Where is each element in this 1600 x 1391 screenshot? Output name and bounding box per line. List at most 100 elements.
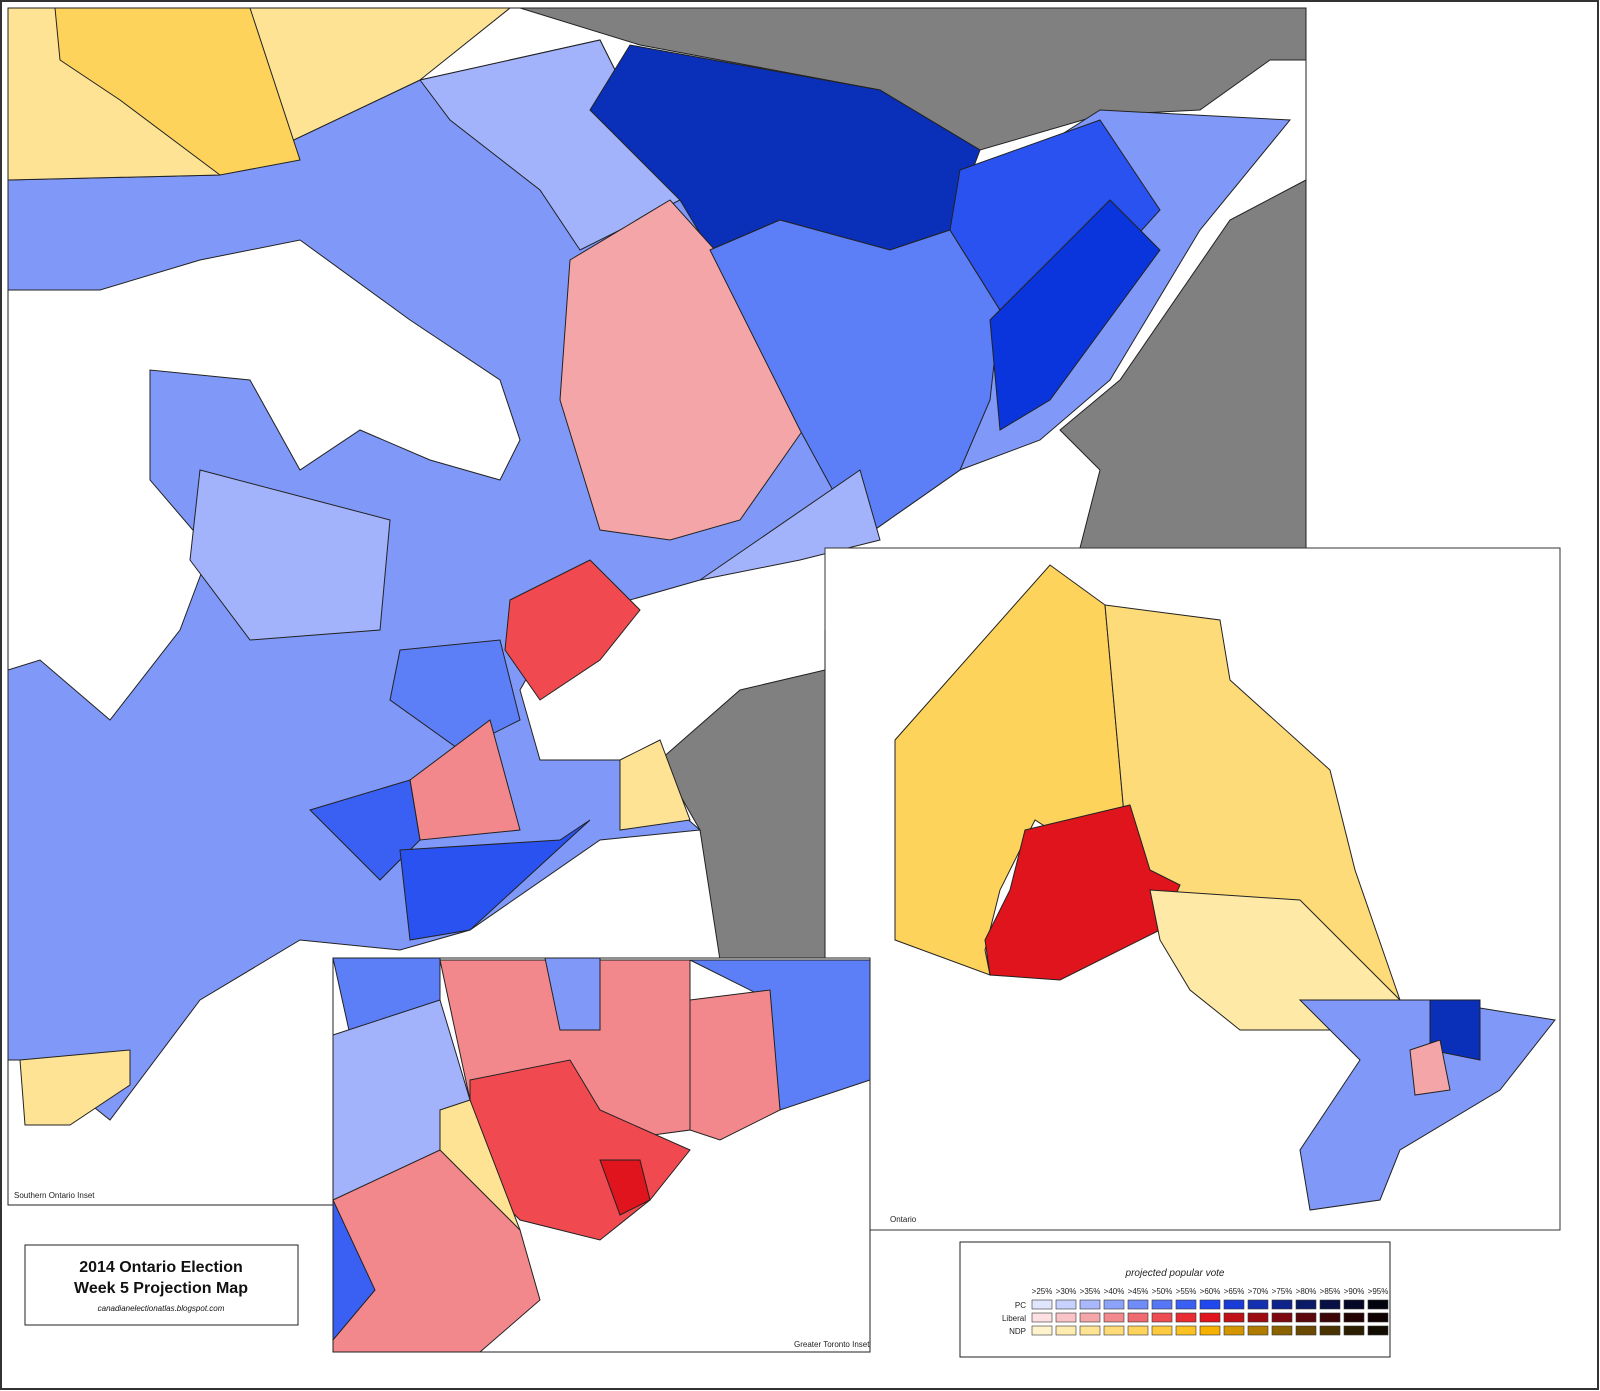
district xyxy=(619,739,691,831)
district xyxy=(984,804,1181,981)
title-frame xyxy=(24,1244,299,1326)
legend-swatch xyxy=(1271,1325,1293,1336)
district xyxy=(332,1149,541,1353)
legend-threshold: >75% xyxy=(1272,1287,1293,1296)
district xyxy=(19,1049,131,1126)
district xyxy=(189,469,391,641)
district xyxy=(699,469,881,581)
ontario-inset: Ontario xyxy=(824,547,1561,1231)
legend-swatch xyxy=(1319,1312,1341,1323)
inset-border xyxy=(824,547,1561,1231)
legend-frame xyxy=(959,1241,1391,1358)
legend-threshold: >85% xyxy=(1320,1287,1341,1296)
legend-swatch xyxy=(1199,1325,1221,1336)
subtitle: Week 5 Projection Map xyxy=(74,1280,248,1297)
district xyxy=(1149,889,1401,1031)
district xyxy=(894,564,1131,976)
legend-swatch xyxy=(1031,1325,1053,1336)
legend-swatch xyxy=(1223,1325,1245,1336)
legend-threshold: >45% xyxy=(1128,1287,1149,1296)
legend-party: PC xyxy=(1015,1301,1026,1310)
legend-swatch xyxy=(1151,1312,1173,1323)
legend-swatch xyxy=(1127,1325,1149,1336)
inset-label: Greater Toronto Inset xyxy=(794,1340,870,1349)
district xyxy=(54,7,301,176)
legend-party: Liberal xyxy=(1002,1314,1026,1323)
district xyxy=(689,989,781,1141)
legend-swatch xyxy=(1079,1299,1101,1310)
legend-threshold: >50% xyxy=(1152,1287,1173,1296)
legend-swatch xyxy=(1103,1325,1125,1336)
legend-threshold: >65% xyxy=(1224,1287,1245,1296)
legend-swatch xyxy=(1151,1325,1173,1336)
district xyxy=(544,957,601,1031)
legend-swatch xyxy=(1295,1312,1317,1323)
legend-swatch xyxy=(1175,1299,1197,1310)
legend-swatch xyxy=(1367,1312,1389,1323)
title-box: 2014 Ontario Election Week 5 Projection … xyxy=(24,1244,299,1326)
legend-swatch xyxy=(1247,1299,1269,1310)
legend-title: projected popular vote xyxy=(1125,1268,1225,1279)
district xyxy=(989,199,1161,431)
legend-threshold: >35% xyxy=(1080,1287,1101,1296)
legend-swatch xyxy=(1367,1325,1389,1336)
legend-swatch xyxy=(1079,1312,1101,1323)
legend-threshold: >30% xyxy=(1056,1287,1077,1296)
legend-threshold: >25% xyxy=(1032,1287,1053,1296)
legend-threshold: >70% xyxy=(1248,1287,1269,1296)
legend-swatch xyxy=(1271,1299,1293,1310)
district xyxy=(332,1199,376,1342)
inset-label: Southern Ontario Inset xyxy=(14,1191,95,1200)
legend-swatch xyxy=(1295,1325,1317,1336)
toronto-inset: Greater Toronto Inset xyxy=(332,957,871,1353)
legend-swatch xyxy=(1247,1325,1269,1336)
legend-party: NDP xyxy=(1009,1327,1026,1336)
legend-swatch xyxy=(1223,1312,1245,1323)
legend: projected popular vote >25% >30% >35% >40% >… xyxy=(959,1241,1391,1358)
legend-swatch xyxy=(1343,1325,1365,1336)
district xyxy=(599,1159,651,1216)
district xyxy=(1409,1039,1451,1096)
legend-swatch xyxy=(1055,1325,1077,1336)
legend-threshold: >55% xyxy=(1176,1287,1197,1296)
district xyxy=(504,559,641,701)
legend-swatch xyxy=(1127,1312,1149,1323)
legend-swatch xyxy=(1343,1299,1365,1310)
legend-threshold: >80% xyxy=(1296,1287,1317,1296)
district xyxy=(559,199,811,541)
legend-swatch xyxy=(1103,1299,1125,1310)
legend-swatch xyxy=(1031,1299,1053,1310)
district xyxy=(1429,999,1481,1061)
legend-threshold: >95% xyxy=(1368,1287,1389,1296)
legend-swatch xyxy=(1343,1312,1365,1323)
legend-swatch xyxy=(1271,1312,1293,1323)
legend-swatch xyxy=(1247,1312,1269,1323)
title: 2014 Ontario Election xyxy=(79,1259,243,1276)
legend-swatch xyxy=(1319,1299,1341,1310)
legend-swatch xyxy=(1055,1312,1077,1323)
legend-swatch xyxy=(1199,1312,1221,1323)
legend-threshold: >60% xyxy=(1200,1287,1221,1296)
legend-swatch xyxy=(1055,1299,1077,1310)
inset-label: Ontario xyxy=(890,1215,917,1224)
district xyxy=(399,819,591,941)
legend-swatch xyxy=(1175,1312,1197,1323)
legend-swatch xyxy=(1103,1312,1125,1323)
legend-swatch xyxy=(1079,1325,1101,1336)
legend-threshold: >40% xyxy=(1104,1287,1125,1296)
legend-swatch xyxy=(1175,1325,1197,1336)
legend-swatch xyxy=(1199,1299,1221,1310)
legend-swatch xyxy=(1031,1312,1053,1323)
legend-swatch xyxy=(1151,1299,1173,1310)
district xyxy=(309,779,421,881)
legend-swatch xyxy=(1295,1299,1317,1310)
legend-swatch xyxy=(1319,1325,1341,1336)
legend-swatch xyxy=(1127,1299,1149,1310)
legend-swatch xyxy=(1367,1299,1389,1310)
source: canadianelectionatlas.blogspot.com xyxy=(98,1304,225,1313)
district xyxy=(1298,999,1556,1211)
legend-threshold: >90% xyxy=(1344,1287,1365,1296)
legend-swatch xyxy=(1223,1299,1245,1310)
